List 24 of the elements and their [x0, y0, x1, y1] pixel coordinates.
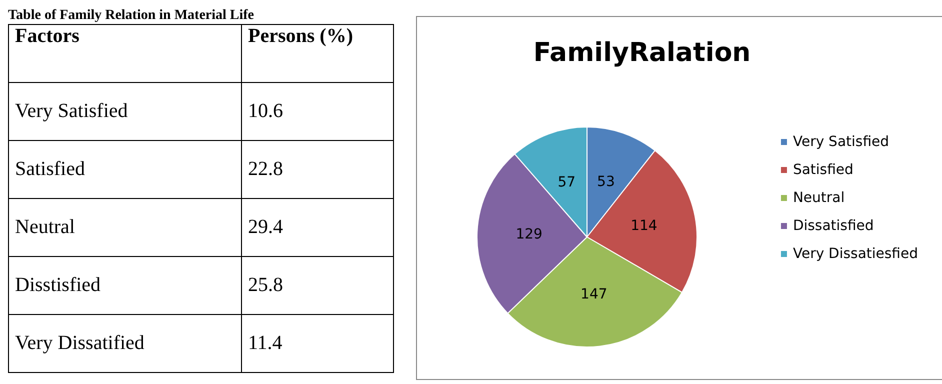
- legend-label: Very Dissatiesfied: [792, 246, 918, 262]
- data-label: 129: [516, 226, 542, 242]
- data-label: 53: [597, 174, 615, 190]
- text: Table of Family Relation in Material Life: [8, 8, 256, 24]
- category-label: Very Dissatified: [8, 314, 242, 372]
- data-label: 10.6: [242, 82, 394, 140]
- legend-label: Very Satisfied: [792, 134, 890, 150]
- legend-label: Neutral: [792, 190, 845, 206]
- data-label: 114: [630, 218, 658, 234]
- chart-title: FamilyRalation: [533, 38, 751, 68]
- category-label: Disstisfied: [8, 256, 242, 314]
- text: Factors: [8, 24, 242, 82]
- legend-label: Dissatisfied: [792, 218, 874, 234]
- category-label: Neutral: [8, 198, 242, 256]
- data-label: 11.4: [242, 314, 394, 372]
- data-label: 22.8: [242, 140, 394, 198]
- data-label: 29.4: [242, 198, 394, 256]
- legend-label: Satisfied: [792, 162, 854, 178]
- category-label: Satisfied: [8, 140, 242, 198]
- data-label: 25.8: [242, 256, 394, 314]
- category-label: Very Satisfied: [8, 82, 242, 140]
- data-label: 147: [580, 286, 608, 303]
- data-label: 57: [558, 174, 576, 191]
- text: Persons (%): [242, 24, 394, 82]
